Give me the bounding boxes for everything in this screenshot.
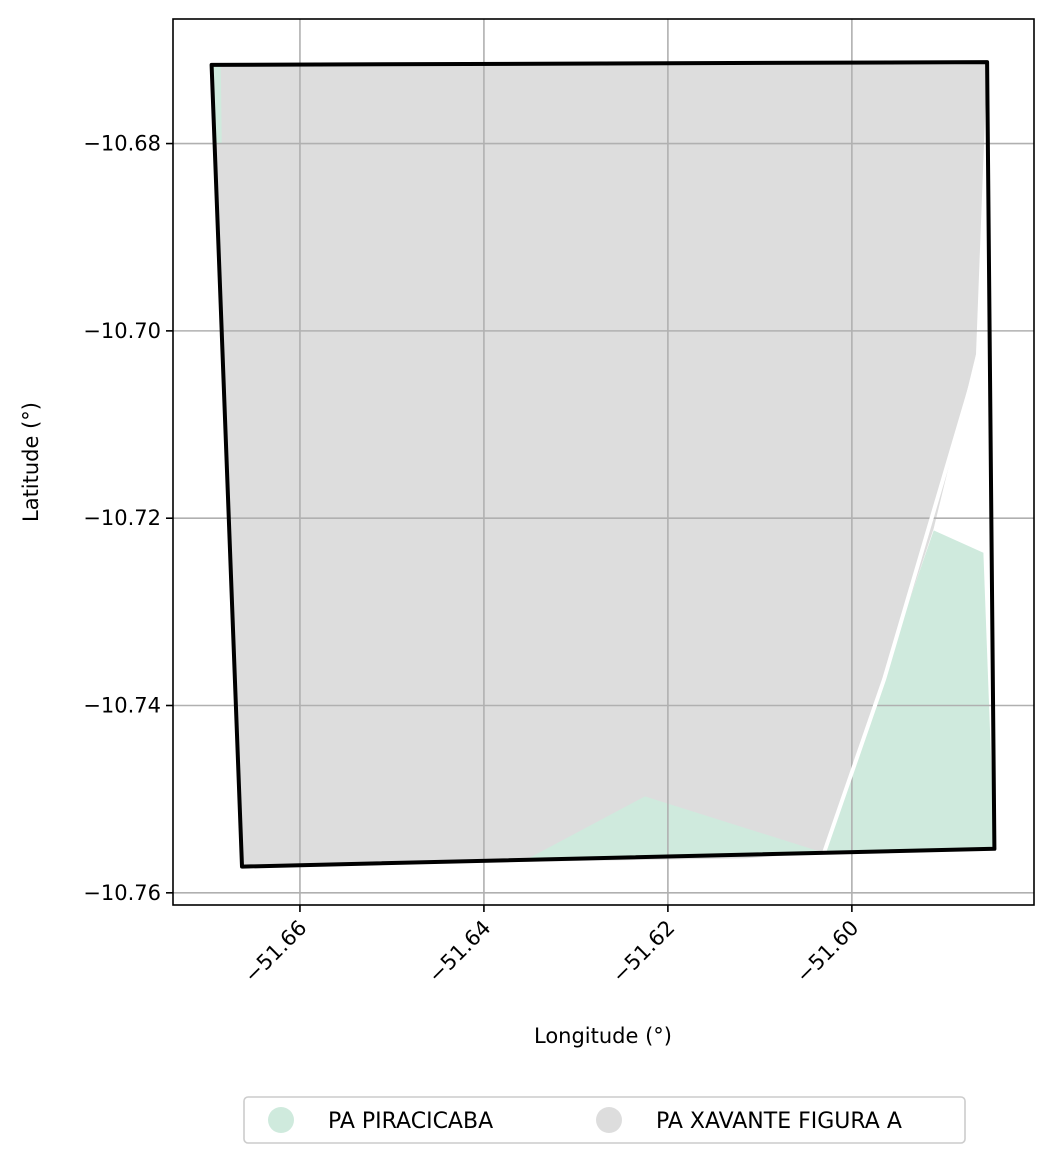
y-tick-label: −10.72: [83, 506, 161, 530]
legend-swatch-xavante: [596, 1107, 622, 1133]
legend-label-xavante: PA XAVANTE FIGURA A: [656, 1109, 902, 1134]
y-tick-label: −10.70: [83, 319, 161, 343]
y-axis-ticks: −10.68 −10.70 −10.72 −10.74 −10.76: [83, 132, 173, 905]
legend: PA PIRACICABA PA XAVANTE FIGURA A: [243, 1096, 966, 1144]
legend-label-piracicaba: PA PIRACICABA: [328, 1109, 493, 1134]
x-tick-label: −51.66: [240, 916, 312, 988]
map-layers: [210, 62, 995, 867]
legend-swatch-piracicaba: [268, 1107, 294, 1133]
road-line: [819, 356, 981, 862]
polygon-pa-piracicaba-0: [825, 530, 995, 855]
y-tick-label: −10.68: [83, 132, 161, 156]
x-tick-label: −51.60: [791, 916, 863, 988]
polygon-pa-piracicaba-1: [523, 796, 827, 861]
map-overlays: [209, 60, 997, 869]
x-axis-label: Longitude (°): [534, 1024, 672, 1048]
y-tick-label: −10.74: [83, 694, 161, 718]
y-axis-label: Latitude (°): [19, 402, 43, 522]
y-tick-label: −10.76: [83, 881, 161, 905]
plot-frame: [172, 18, 1035, 906]
boundary-outline: [209, 60, 997, 869]
x-tick-label: −51.64: [424, 916, 496, 988]
grid: [173, 19, 1034, 905]
polygon-pa-xavante-figura-a-0: [211, 62, 988, 867]
x-tick-label: −51.62: [608, 916, 680, 988]
x-axis-ticks: −51.66 −51.64 −51.62 −51.60: [240, 905, 863, 988]
